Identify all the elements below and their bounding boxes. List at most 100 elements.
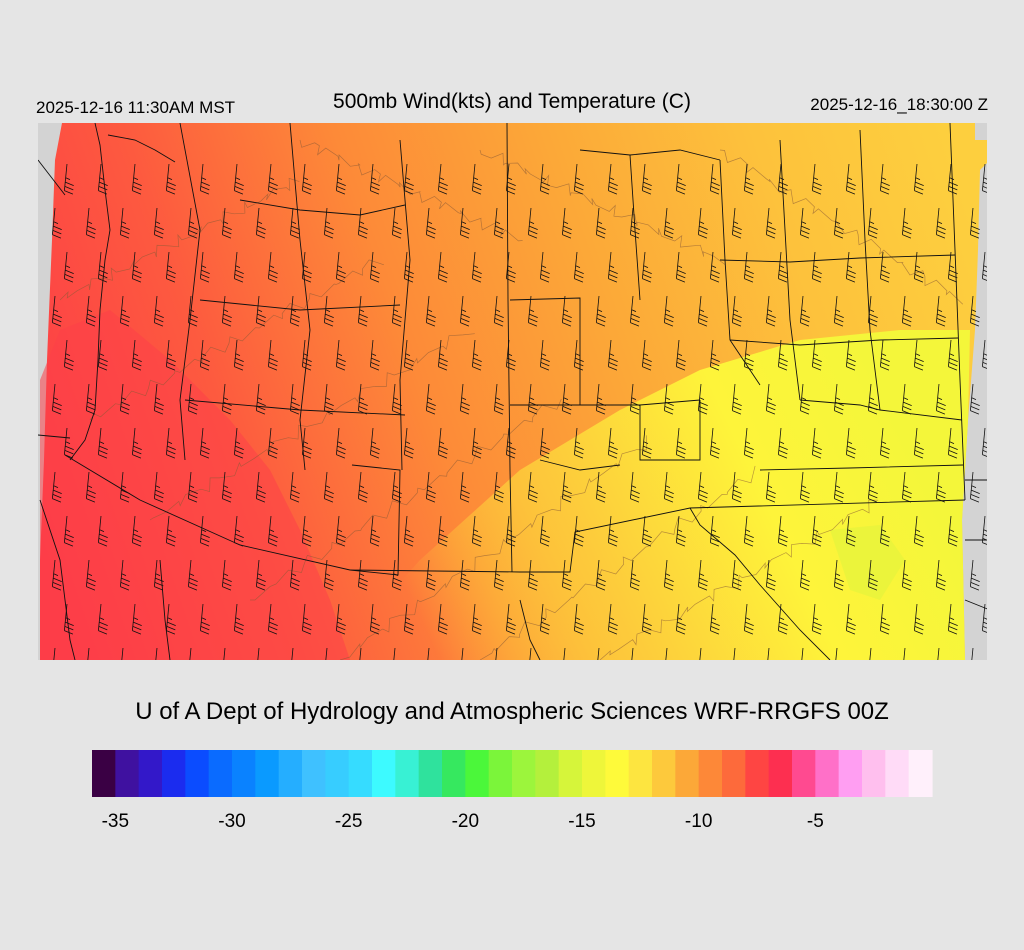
wind-barb: [472, 515, 482, 547]
wind-barb: [528, 471, 538, 503]
colorbar-cell: [862, 750, 886, 797]
wind-barb: [200, 251, 210, 283]
boundary-line: [719, 254, 956, 263]
boundary-line: [949, 123, 966, 501]
wind-barb: [268, 427, 278, 459]
wind-barb: [166, 339, 176, 371]
wind-barb: [438, 603, 448, 635]
wind-barb: [132, 603, 142, 635]
boundary-line: [199, 299, 401, 311]
wind-barb: [336, 515, 346, 547]
colorbar-cell: [675, 750, 700, 797]
boundary-line: [179, 123, 201, 461]
wind-barb: [438, 427, 448, 459]
cold-temperature-region: [40, 310, 350, 660]
wind-barb: [188, 383, 198, 415]
wind-barb: [324, 559, 334, 591]
wind-barb: [676, 251, 686, 283]
wind-barb: [676, 515, 686, 547]
wind-barb: [766, 295, 776, 327]
wind-barb: [64, 339, 74, 371]
boundary-line: [689, 507, 831, 660]
wind-barb: [902, 471, 912, 503]
wind-barb: [914, 515, 924, 547]
wind-barb: [834, 559, 844, 591]
wind-barb: [426, 559, 436, 591]
wind-barb: [744, 515, 754, 547]
wind-barb: [732, 295, 742, 327]
wind-barb: [200, 163, 210, 195]
wind-barb: [120, 295, 130, 327]
colorbar-cell: [372, 750, 396, 797]
wind-barb: [540, 339, 550, 371]
wind-barb: [880, 251, 890, 283]
wind-barb: [120, 207, 130, 239]
wind-barb: [868, 207, 878, 239]
wind-barb: [698, 383, 708, 415]
colorbar-cell: [348, 750, 373, 797]
wind-barb: [392, 207, 402, 239]
wind-barb: [744, 603, 754, 635]
wind-barb: [936, 207, 946, 239]
temperature-contour: [299, 139, 523, 242]
wind-barb: [494, 295, 504, 327]
wind-barb: [302, 251, 312, 283]
wind-barb: [698, 559, 708, 591]
wind-barb: [540, 603, 550, 635]
wind-barb: [846, 603, 856, 635]
wind-barb: [52, 207, 62, 239]
wind-barb: [936, 471, 946, 503]
boundary-line: [799, 399, 963, 421]
wind-barb: [358, 207, 368, 239]
wind-barb: [132, 163, 142, 195]
wind-barb: [868, 383, 878, 415]
colorbar-cell: [138, 750, 163, 797]
boundary-line: [64, 454, 966, 573]
wind-barb: [370, 339, 380, 371]
wind-barb: [562, 295, 572, 327]
wind-barb: [324, 207, 334, 239]
wind-barb: [506, 339, 516, 371]
wind-barb: [64, 427, 74, 459]
wind-barb: [188, 559, 198, 591]
boundary-line: [964, 599, 987, 610]
colorbar-tick-label: -20: [452, 811, 479, 832]
boundary-line: [39, 499, 76, 660]
wind-barb: [744, 427, 754, 459]
wind-barb: [494, 207, 504, 239]
wind-barb: [562, 383, 572, 415]
wind-barb: [132, 251, 142, 283]
wind-barb: [86, 471, 96, 503]
wind-barb: [642, 427, 652, 459]
wind-barb: [608, 339, 618, 371]
model-credit: U of A Dept of Hydrology and Atmospheric…: [135, 698, 889, 725]
wind-barb: [642, 163, 652, 195]
wind-barb: [506, 603, 516, 635]
colorbar-cell: [418, 750, 443, 797]
wind-barb: [630, 383, 640, 415]
wind-barb: [778, 163, 788, 195]
colorbar-cell: [838, 750, 863, 797]
wind-barb: [166, 251, 176, 283]
wind-barb: [948, 339, 958, 371]
wind-barb: [370, 427, 380, 459]
wind-barb: [880, 339, 890, 371]
wind-barb: [812, 427, 822, 459]
colorbar-cell: [558, 750, 583, 797]
wind-barb: [64, 603, 74, 635]
wind-barb: [52, 559, 62, 591]
wind-barb: [630, 295, 640, 327]
wind-barb: [234, 603, 244, 635]
valid-time-label: 2025-12-16_18:30:00 Z: [810, 95, 988, 114]
wind-barb: [132, 339, 142, 371]
wind-barb: [936, 559, 946, 591]
wind-barb: [608, 251, 618, 283]
wind-barb: [222, 559, 232, 591]
wind-barb: [494, 559, 504, 591]
wind-barb: [982, 603, 987, 633]
wind-barb: [222, 207, 232, 239]
wind-barb: [302, 427, 312, 459]
wind-barb: [506, 251, 516, 283]
wind-barb: [948, 251, 958, 283]
colorbar-cell: [745, 750, 770, 797]
